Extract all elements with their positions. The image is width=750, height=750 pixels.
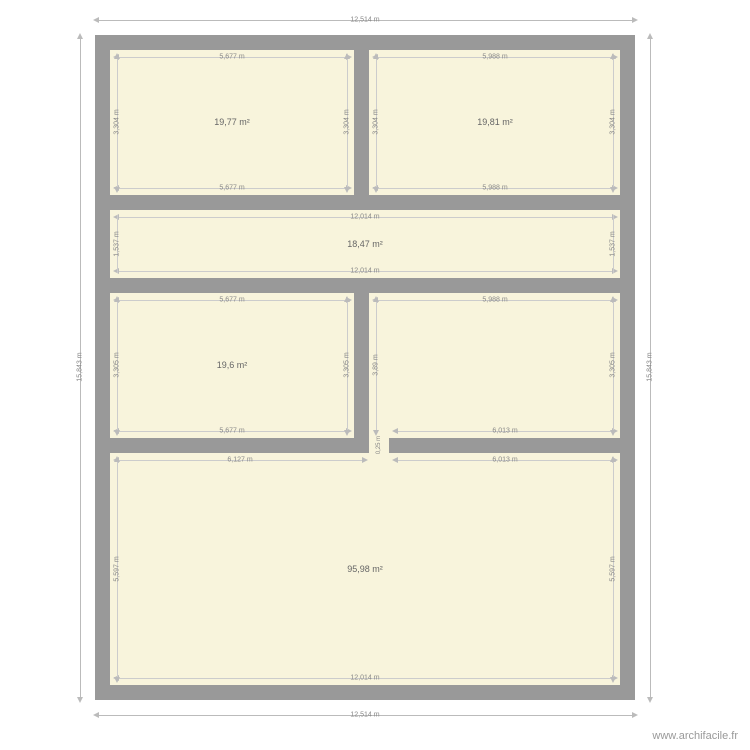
dim-r6-left: 5,597 m <box>114 556 121 581</box>
dim-r5-left: 3,89 m <box>373 354 380 375</box>
dim-r4-top: 5,677 m <box>219 297 244 304</box>
floor-plan-canvas: 19,77 m² 19,81 m² 18,47 m² 19,6 m² 95,98… <box>95 35 635 700</box>
area-label-4: 19,6 m² <box>217 360 248 370</box>
dim-r4-bot: 5,677 m <box>219 428 244 435</box>
dim-r1-bot: 5,677 m <box>219 185 244 192</box>
dim-r2-top: 5,988 m <box>482 54 507 61</box>
outer-dim-right-label: 15,843 m <box>647 352 654 381</box>
area-label-3: 18,47 m² <box>347 239 383 249</box>
dim-r3-right: 1,537 m <box>610 231 617 256</box>
outer-dim-bottom-label: 12,514 m <box>350 712 379 719</box>
dim-opening: 0,25 m <box>376 436 382 454</box>
dim-r2-bot: 5,988 m <box>482 185 507 192</box>
watermark: www.archifacile.fr <box>652 730 738 742</box>
dim-r6-top-l: 6,127 m <box>227 457 252 464</box>
dim-r5-bot: 6,013 m <box>492 428 517 435</box>
dim-r5-right: 3,305 m <box>610 352 617 377</box>
dim-r3-top: 12,014 m <box>350 214 379 221</box>
dim-r3-left: 1,537 m <box>114 231 121 256</box>
dim-r6-top-r: 6,013 m <box>492 457 517 464</box>
dim-r1-right: 3,304 m <box>344 109 351 134</box>
outer-dim-left-label: 15,843 m <box>77 352 84 381</box>
area-label-6: 95,98 m² <box>347 564 383 574</box>
outer-dim-top-label: 12,514 m <box>350 17 379 24</box>
dim-r3-bot: 12,014 m <box>350 268 379 275</box>
area-label-1: 19,77 m² <box>214 117 250 127</box>
dim-r6-right: 5,597 m <box>610 556 617 581</box>
dim-r1-top: 5,677 m <box>219 54 244 61</box>
room-5 <box>369 293 620 438</box>
dim-r2-right: 3,304 m <box>610 109 617 134</box>
dim-r4-left: 3,305 m <box>114 352 121 377</box>
dim-r1-left: 3,304 m <box>114 109 121 134</box>
dim-r6-bot: 12,014 m <box>350 675 379 682</box>
dim-r4-right: 3,305 m <box>344 352 351 377</box>
area-label-2: 19,81 m² <box>477 117 513 127</box>
dim-r2-left: 3,304 m <box>373 109 380 134</box>
dim-r5-top: 5,988 m <box>482 297 507 304</box>
